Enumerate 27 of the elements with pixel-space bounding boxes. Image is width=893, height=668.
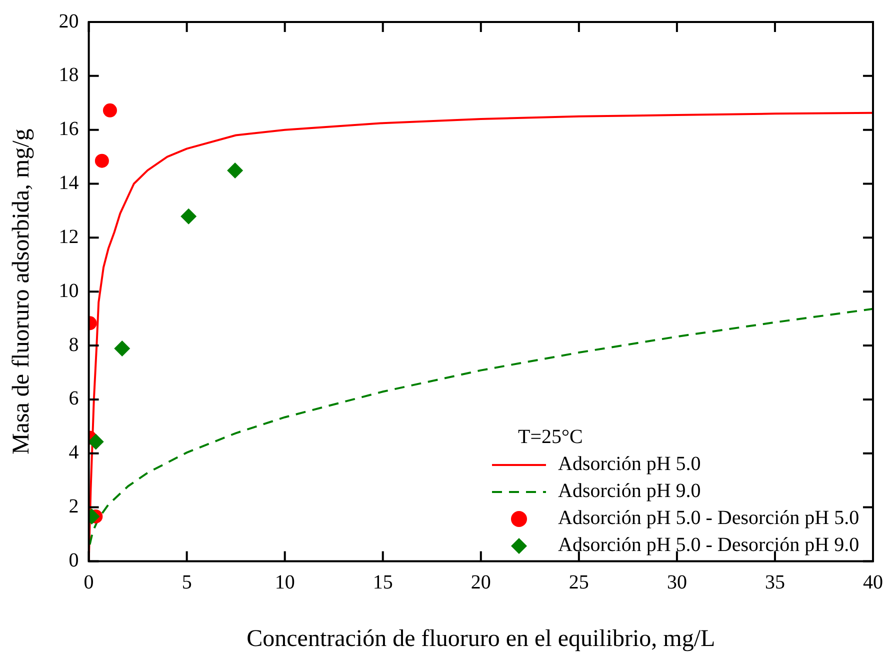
y-tick-label: 16 [58, 118, 79, 140]
x-tick-label: 40 [863, 571, 883, 594]
legend-label: Adsorción pH 5.0 [558, 452, 701, 478]
x-axis-title: Concentración de fluoruro en el equilibrio, mg/L [246, 626, 716, 652]
y-tick-label: 6 [68, 388, 79, 410]
y-tick-label: 14 [58, 172, 79, 194]
x-tick-label: 35 [764, 571, 785, 594]
y-tick-label: 20 [58, 10, 79, 32]
y-tick-label: 4 [68, 442, 79, 464]
x-tick-label: 15 [372, 571, 393, 594]
y-axis-title: Masa de fluoruro adsorbida, mg/g [8, 128, 35, 455]
y-tick-label: 0 [68, 549, 79, 572]
x-tick-label: 30 [666, 571, 687, 594]
x-tick-label: 5 [182, 571, 192, 594]
legend-label: Adsorción pH 5.0 - Desorción pH 5.0 [558, 506, 860, 532]
y-tick-label: 2 [68, 496, 79, 518]
x-tick-label: 25 [568, 571, 589, 594]
legend-title: T=25°C [517, 425, 584, 450]
legend-label: Adsorción pH 9.0 [558, 479, 701, 504]
x-tick-label: 10 [274, 571, 295, 594]
x-tick-label: 20 [470, 571, 491, 594]
legend-label: Adsorción pH 5.0 - Desorción pH 9.0 [558, 533, 860, 558]
y-tick-label: 18 [58, 64, 79, 86]
y-tick-label: 10 [58, 280, 79, 302]
y-tick-label: 8 [68, 334, 79, 356]
x-tick-label: 0 [84, 571, 94, 594]
y-tick-label: 12 [58, 226, 79, 248]
